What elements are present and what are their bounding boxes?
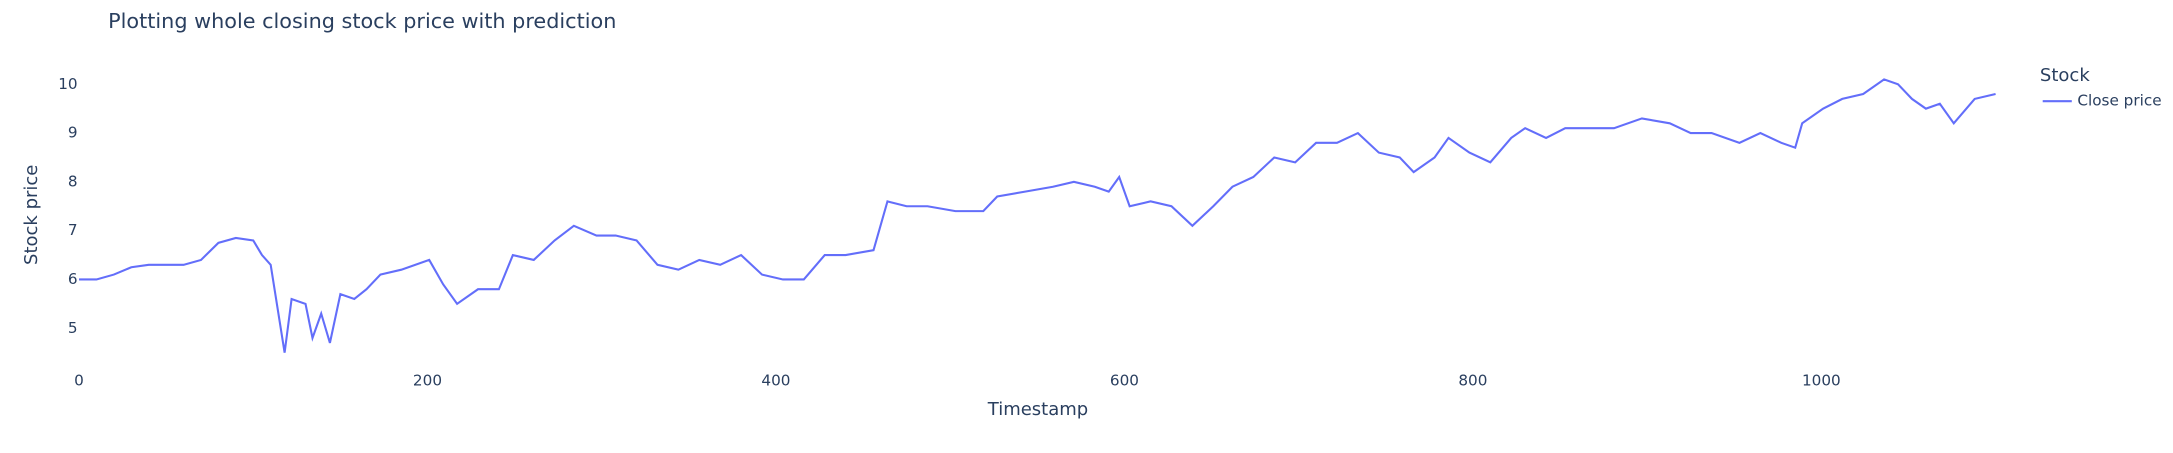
x-tick-label: 200: [413, 372, 442, 390]
y-tick-label: 9: [68, 124, 78, 142]
x-tick-label: 600: [1110, 372, 1139, 390]
y-axis-title: Stock price: [21, 165, 42, 265]
x-tick-label: 1000: [1802, 372, 1841, 390]
y-tick-label: 7: [68, 221, 78, 239]
line-series: [79, 78, 1996, 353]
x-tick-label: 400: [761, 372, 790, 390]
y-tick-label: 6: [68, 270, 78, 288]
y-tick-label: 5: [68, 319, 78, 337]
chart-title: Plotting whole closing stock price with …: [108, 9, 616, 33]
x-tick-label: 800: [1458, 372, 1487, 390]
legend-title: Stock: [2040, 65, 2090, 86]
legend-label: Close price: [2077, 92, 2161, 110]
y-tick-label: 10: [58, 75, 77, 93]
y-tick-label: 8: [68, 172, 78, 190]
x-axis-title: Timestamp: [987, 399, 1088, 420]
x-tick-label: 0: [74, 372, 84, 390]
